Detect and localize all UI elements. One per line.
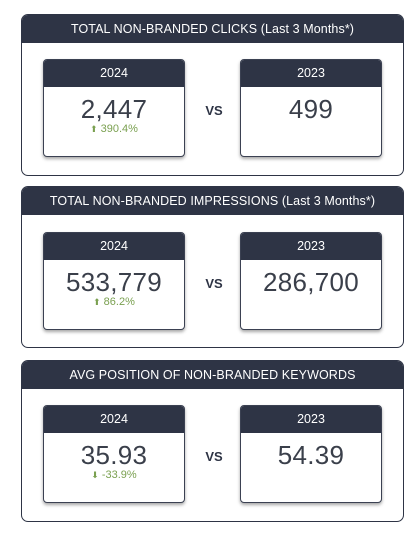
change-indicator: ⬆ 390.4% [44, 123, 184, 135]
card-year: 2023 [241, 233, 381, 260]
card-2023: 2023 54.39 [240, 405, 382, 503]
avg-position-panel: AVG POSITION OF NON-BRANDED KEYWORDS 202… [21, 360, 404, 522]
panel-title: AVG POSITION OF NON-BRANDED KEYWORDS [22, 361, 403, 389]
vs-label: VS [205, 276, 223, 291]
card-2023: 2023 499 [240, 59, 382, 157]
impressions-panel: TOTAL NON-BRANDED IMPRESSIONS (Last 3 Mo… [21, 186, 404, 348]
clicks-panel: TOTAL NON-BRANDED CLICKS (Last 3 Months*… [21, 14, 404, 176]
metric-value: 533,779 [65, 267, 163, 297]
vs-label: VS [205, 449, 223, 464]
card-year: 2024 [44, 60, 184, 87]
metric-value: 499 [288, 94, 334, 124]
panel-title: TOTAL NON-BRANDED CLICKS (Last 3 Months*… [22, 15, 403, 43]
arrow-up-icon: ⬆ [93, 297, 101, 307]
change-value: 86.2% [103, 296, 135, 308]
arrow-down-icon: ⬇ [91, 470, 99, 480]
metric-value: 35.93 [80, 440, 148, 470]
panel-title: TOTAL NON-BRANDED IMPRESSIONS (Last 3 Mo… [22, 187, 403, 215]
vs-label: VS [205, 103, 223, 118]
arrow-up-icon: ⬆ [90, 124, 98, 134]
change-indicator: ⬆ 86.2% [44, 296, 184, 308]
card-2023: 2023 286,700 [240, 232, 382, 330]
card-2024: 2024 35.93 ⬇ -33.9% [43, 405, 185, 503]
card-year: 2024 [44, 233, 184, 260]
card-2024: 2024 2,447 ⬆ 390.4% [43, 59, 185, 157]
metric-value: 54.39 [277, 440, 345, 470]
card-year: 2023 [241, 406, 381, 433]
card-2024: 2024 533,779 ⬆ 86.2% [43, 232, 185, 330]
change-value: -33.9% [101, 469, 137, 481]
card-year: 2024 [44, 406, 184, 433]
change-indicator: ⬇ -33.9% [44, 469, 184, 481]
change-value: 390.4% [100, 123, 138, 135]
metric-value: 286,700 [262, 267, 360, 297]
card-year: 2023 [241, 60, 381, 87]
metric-value: 2,447 [80, 94, 148, 124]
